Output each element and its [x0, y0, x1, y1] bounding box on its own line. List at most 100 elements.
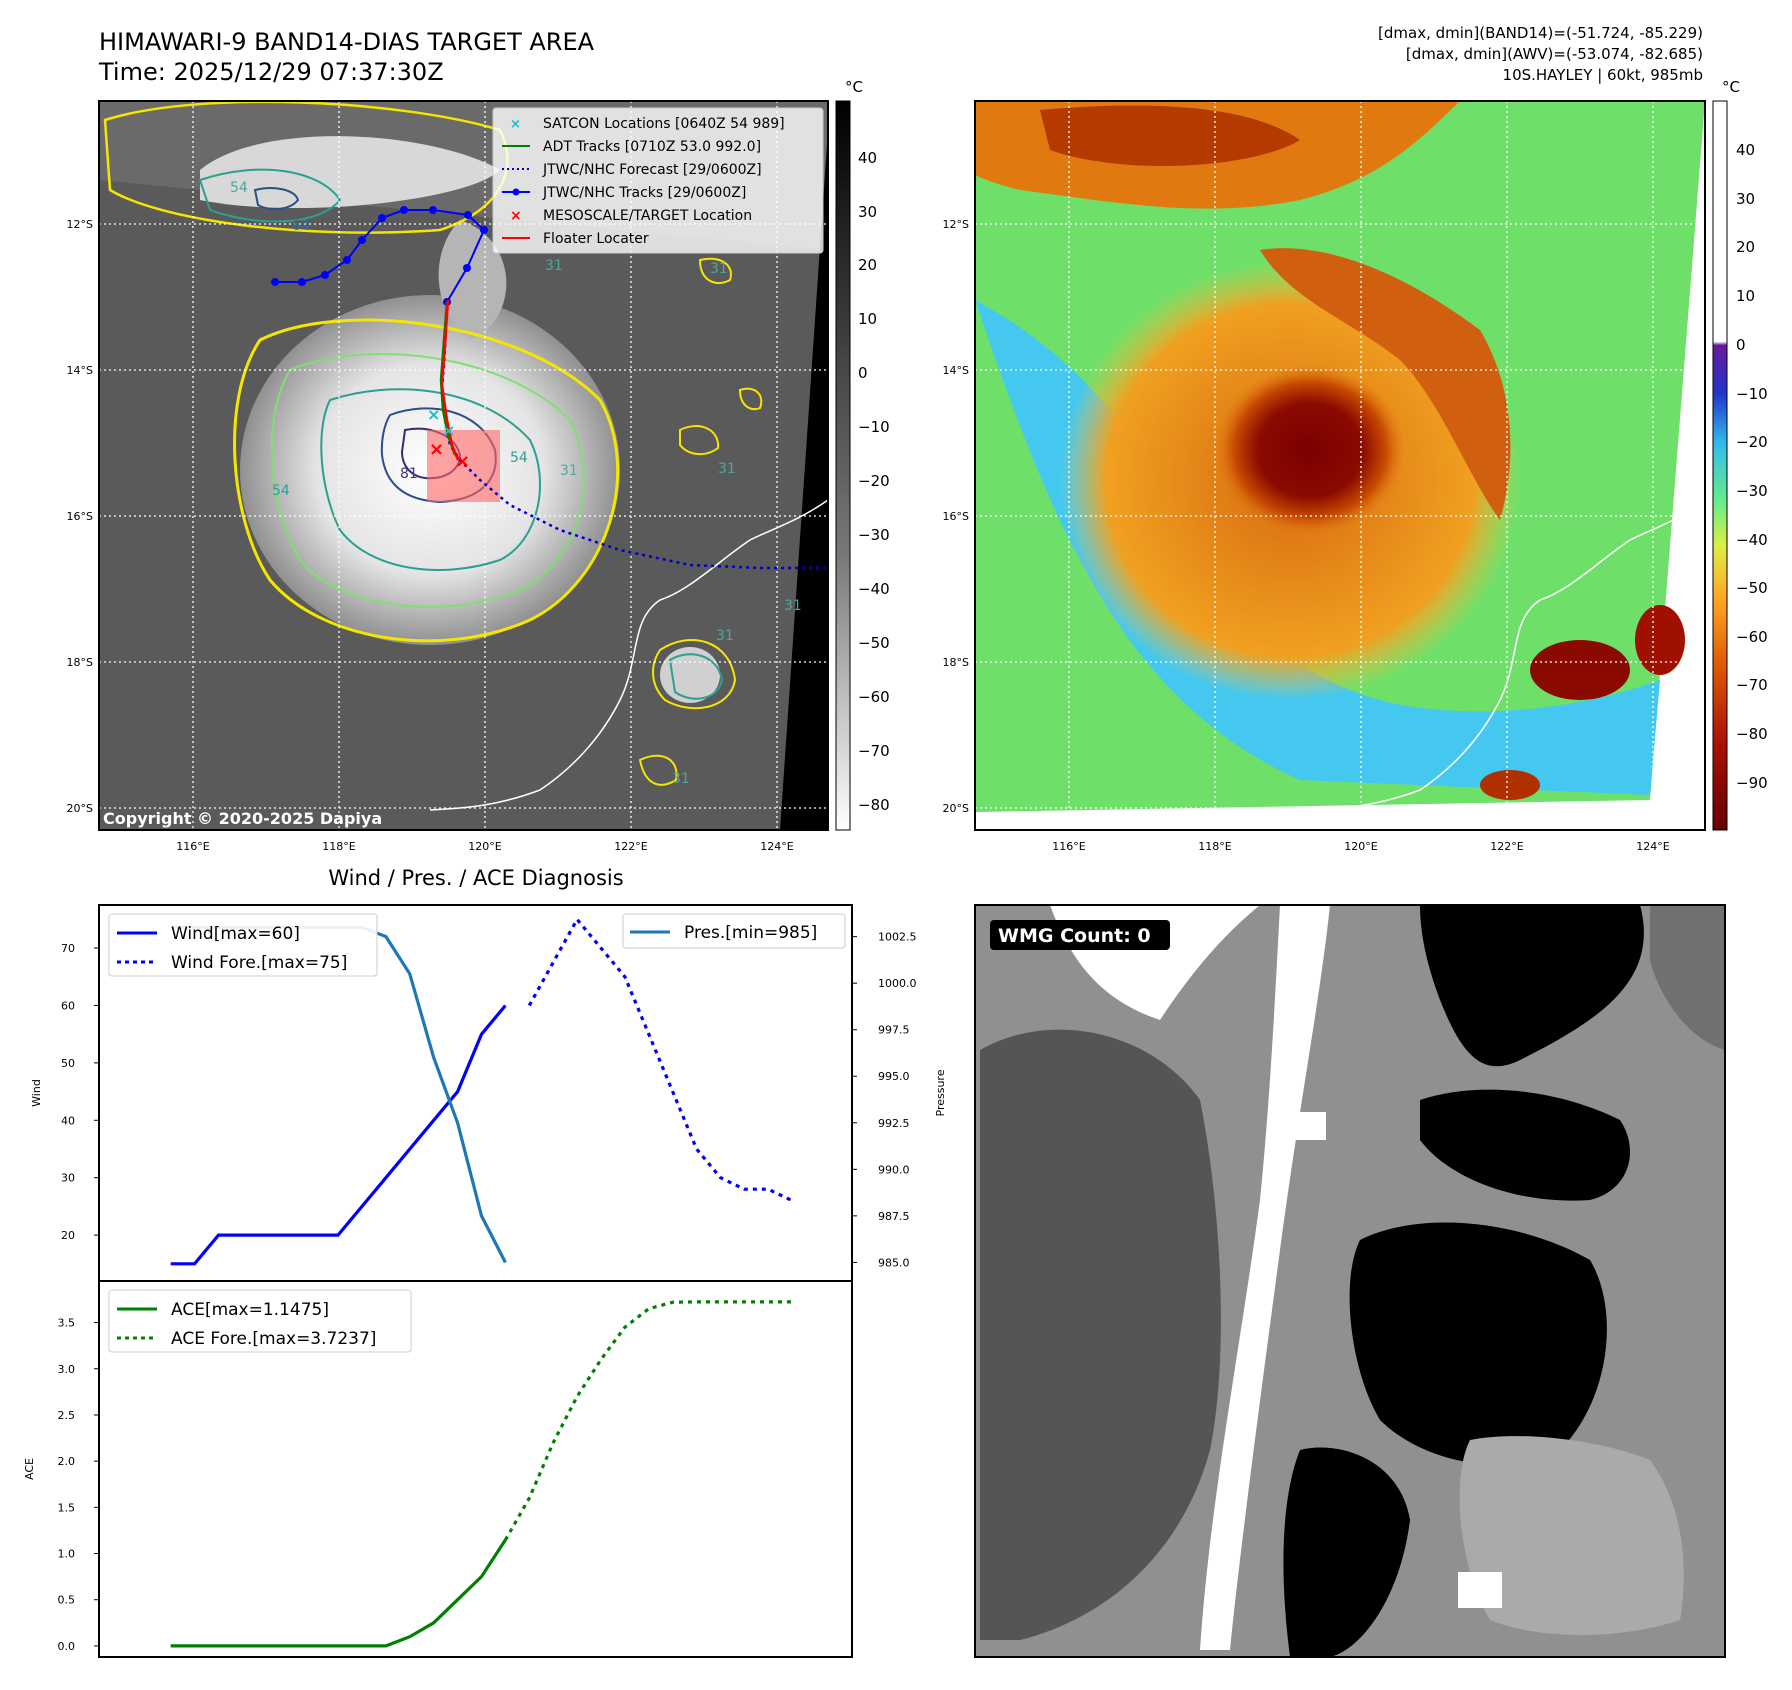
lon-label: 118°E: [322, 840, 355, 853]
cb-tick: 10: [1736, 287, 1755, 305]
cb-tick: −30: [1736, 482, 1768, 500]
jtwc-track-line: [275, 209, 486, 303]
legend-box: [492, 107, 824, 254]
contour-label: 31: [672, 771, 690, 787]
legend-floater-label: Floater Locater: [543, 231, 649, 247]
cb-tick: 30: [1736, 190, 1755, 208]
band14-colorbar-unit: °C: [845, 78, 863, 96]
legend-ace-forecast-label: ACE Fore.[max=3.7237]: [171, 1329, 376, 1349]
jtwc-track-point: [400, 206, 408, 214]
cb-tick: −20: [858, 472, 890, 490]
jtwc-track-point: [463, 264, 471, 272]
wmg-grey-region-ne: [1650, 905, 1725, 1050]
jtwc-track-point: [298, 278, 306, 286]
awv-colorbar-ticks: 40 30 20 10 0 −10 −20 −30 −40 −50 −60 −7…: [1736, 141, 1768, 792]
pressure-tick-label: 1002.5: [878, 931, 917, 944]
jtwc-forecast-line: [440, 301, 828, 570]
contour-small-d: [638, 754, 678, 786]
jtwc-track-point: [343, 256, 351, 264]
jtwc-track-point: [321, 271, 329, 279]
lat-label: 18°S: [943, 656, 969, 669]
lon-label: 122°E: [1490, 840, 1523, 853]
ace-tick-label: 3.5: [58, 1317, 76, 1330]
ace-tick-label: 2.5: [58, 1409, 76, 1422]
target-marker: ×: [429, 439, 444, 460]
pressure-tick-label: 995.0: [878, 1070, 910, 1083]
jtwc-track-point: [378, 214, 386, 222]
jtwc-track-point: [271, 278, 279, 286]
pressure-tick-label: 1000.0: [878, 977, 917, 990]
lon-label: 116°E: [1052, 840, 1085, 853]
ace-tick-label: 0.0: [58, 1640, 76, 1653]
ace-tick-label: 2.0: [58, 1455, 76, 1468]
pressure-tick-label: 997.5: [878, 1024, 910, 1037]
stats-storm: 10S.HAYLEY | 60kt, 985mb: [1503, 66, 1703, 84]
wmg-black-region-east: [1349, 1222, 1607, 1465]
ace-plot: 0.0 0.5 1.0 1.5 2.0 2.5 3.0 3.5: [58, 1300, 793, 1653]
cb-tick: −40: [1736, 531, 1768, 549]
cb-tick: −30: [858, 526, 890, 544]
lat-label: 14°S: [67, 364, 93, 377]
adt-track-line: [439, 301, 457, 456]
wmg-white-patch: [1458, 1572, 1502, 1608]
cb-tick: 0: [858, 364, 868, 382]
lat-label: 18°S: [67, 656, 93, 669]
pressure-legend: Pres.[min=985]: [622, 913, 846, 949]
ace-tick-label: 3.0: [58, 1363, 76, 1376]
wind-tick-label: 40: [61, 1114, 75, 1127]
awv-cyclone-core: [1215, 365, 1405, 535]
wmg-panel: WMG Count: 0: [975, 905, 1725, 1657]
cb-tick: −40: [858, 580, 890, 598]
lon-label: 120°E: [1344, 840, 1377, 853]
contour-label: 31: [710, 261, 728, 277]
contour-label: 54: [510, 450, 528, 466]
floater-locater-line: [440, 299, 460, 461]
contour-label: 31: [545, 258, 563, 274]
wmg-black-region-south: [1283, 1447, 1410, 1657]
wmg-count-label: WMG Count: 0: [998, 925, 1151, 947]
wind-tick-label: 50: [61, 1057, 75, 1070]
lon-label: 118°E: [1198, 840, 1231, 853]
wind-tick-label: 60: [61, 999, 75, 1012]
northern-cloud-band: [200, 136, 500, 209]
awv-map: [975, 101, 1705, 830]
legend-forecast-label: JTWC/NHC Forecast [29/0600Z]: [542, 162, 762, 178]
jtwc-track-point: [429, 206, 437, 214]
awv-colorbar-unit: °C: [1722, 78, 1740, 96]
ace-tick-label: 1.5: [58, 1501, 76, 1514]
cb-tick: −90: [1736, 774, 1768, 792]
legend-target-icon: ×: [510, 208, 522, 224]
pressure-axis-label: Pressure: [934, 1069, 947, 1116]
wind-tick-label: 30: [61, 1172, 75, 1185]
lat-label: 16°S: [67, 510, 93, 523]
cb-tick: −60: [1736, 628, 1768, 646]
pressure-tick-label: 985.0: [878, 1256, 910, 1269]
wind-tick-label: 70: [61, 942, 75, 955]
cb-tick: −50: [1736, 579, 1768, 597]
wmg-light-grey-region: [1459, 1436, 1684, 1635]
lon-label: 122°E: [614, 840, 647, 853]
cb-tick: −80: [858, 796, 890, 814]
cb-tick: −60: [858, 688, 890, 706]
lat-label: 20°S: [67, 802, 93, 815]
contour-label: 31: [560, 463, 578, 479]
jtwc-track-point: [480, 226, 488, 234]
stats-band14: [dmax, dmin](BAND14)=(-51.724, -85.229): [1378, 24, 1703, 42]
contour-minus-42: [270, 353, 585, 608]
cb-tick: 40: [1736, 141, 1755, 159]
jtwc-track-point: [358, 236, 366, 244]
wmg-white-patch: [1296, 1112, 1326, 1140]
contour-label: 54: [272, 483, 290, 499]
contour-small-a: [679, 425, 720, 456]
contour-label: 81: [400, 466, 418, 482]
rainband-cloud: [438, 220, 507, 340]
lon-label: 120°E: [468, 840, 501, 853]
band14-map: × × × × 54 64 81 54 54 31 31 31 31 31 31…: [99, 101, 828, 830]
cb-tick: −10: [858, 418, 890, 436]
cb-tick: 30: [858, 203, 877, 221]
lon-label: 124°E: [760, 840, 793, 853]
cb-tick: −70: [1736, 676, 1768, 694]
series-line-0: [170, 1539, 507, 1648]
band14-colorbar: [835, 100, 851, 831]
